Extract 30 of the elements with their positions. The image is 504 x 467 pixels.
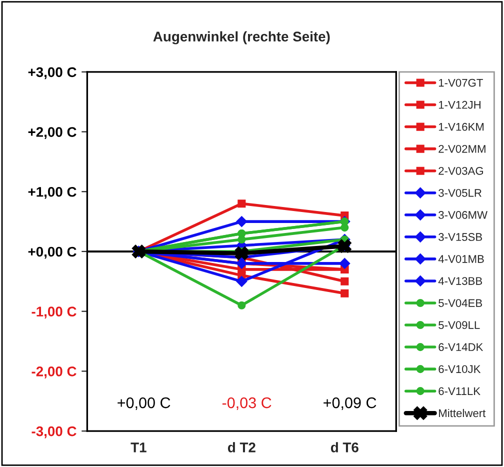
y-tick-label: -1,00 C	[32, 306, 76, 319]
y-tick-label: -2,00 C	[32, 366, 76, 378]
legend-label: 6-V11LK	[438, 387, 480, 396]
legend-label: 6-V14DK	[438, 343, 484, 352]
y-tick-label: +2,00 C	[28, 127, 76, 139]
annotation: +0,00 C	[118, 397, 170, 410]
legend-label: 1-V07GT	[438, 78, 483, 87]
legend-label: 3-V06MW	[438, 211, 488, 219]
y-tick-label: +1,00 C	[28, 186, 76, 199]
legend-label: 4-V01MB	[438, 255, 484, 263]
x-tick-label: d T6	[330, 442, 358, 452]
legend-label: 3-V15SB	[438, 233, 482, 241]
chart-title: Augenwinkel (rechte Seite)	[153, 31, 330, 44]
x-tick-label: d T2	[228, 442, 256, 452]
legend-label: 2-V02MM	[438, 144, 486, 153]
legend-label: 5-V04EB	[438, 299, 482, 307]
legend-label: 6-V10JK	[438, 365, 481, 374]
legend-label: 5-V09LL	[438, 321, 480, 330]
y-tick-label: -3,00 C	[32, 426, 76, 438]
y-tick-label: +3,00 C	[28, 67, 76, 80]
legend-label: 2-V03AG	[438, 166, 483, 175]
x-tick-label: T1	[130, 442, 146, 452]
legend-label: 3-V05LR	[438, 189, 482, 197]
annotation: -0,03 C	[222, 397, 272, 410]
legend-label: 1-V16KM	[438, 122, 484, 131]
y-tick-label: +0,00 C	[28, 246, 76, 259]
legend-label: 4-V13BB	[438, 277, 482, 285]
legend-label: Mittelwert	[439, 408, 486, 418]
legend-label: 1-V12JH	[438, 100, 480, 109]
annotation: +0,09 C	[324, 397, 376, 410]
